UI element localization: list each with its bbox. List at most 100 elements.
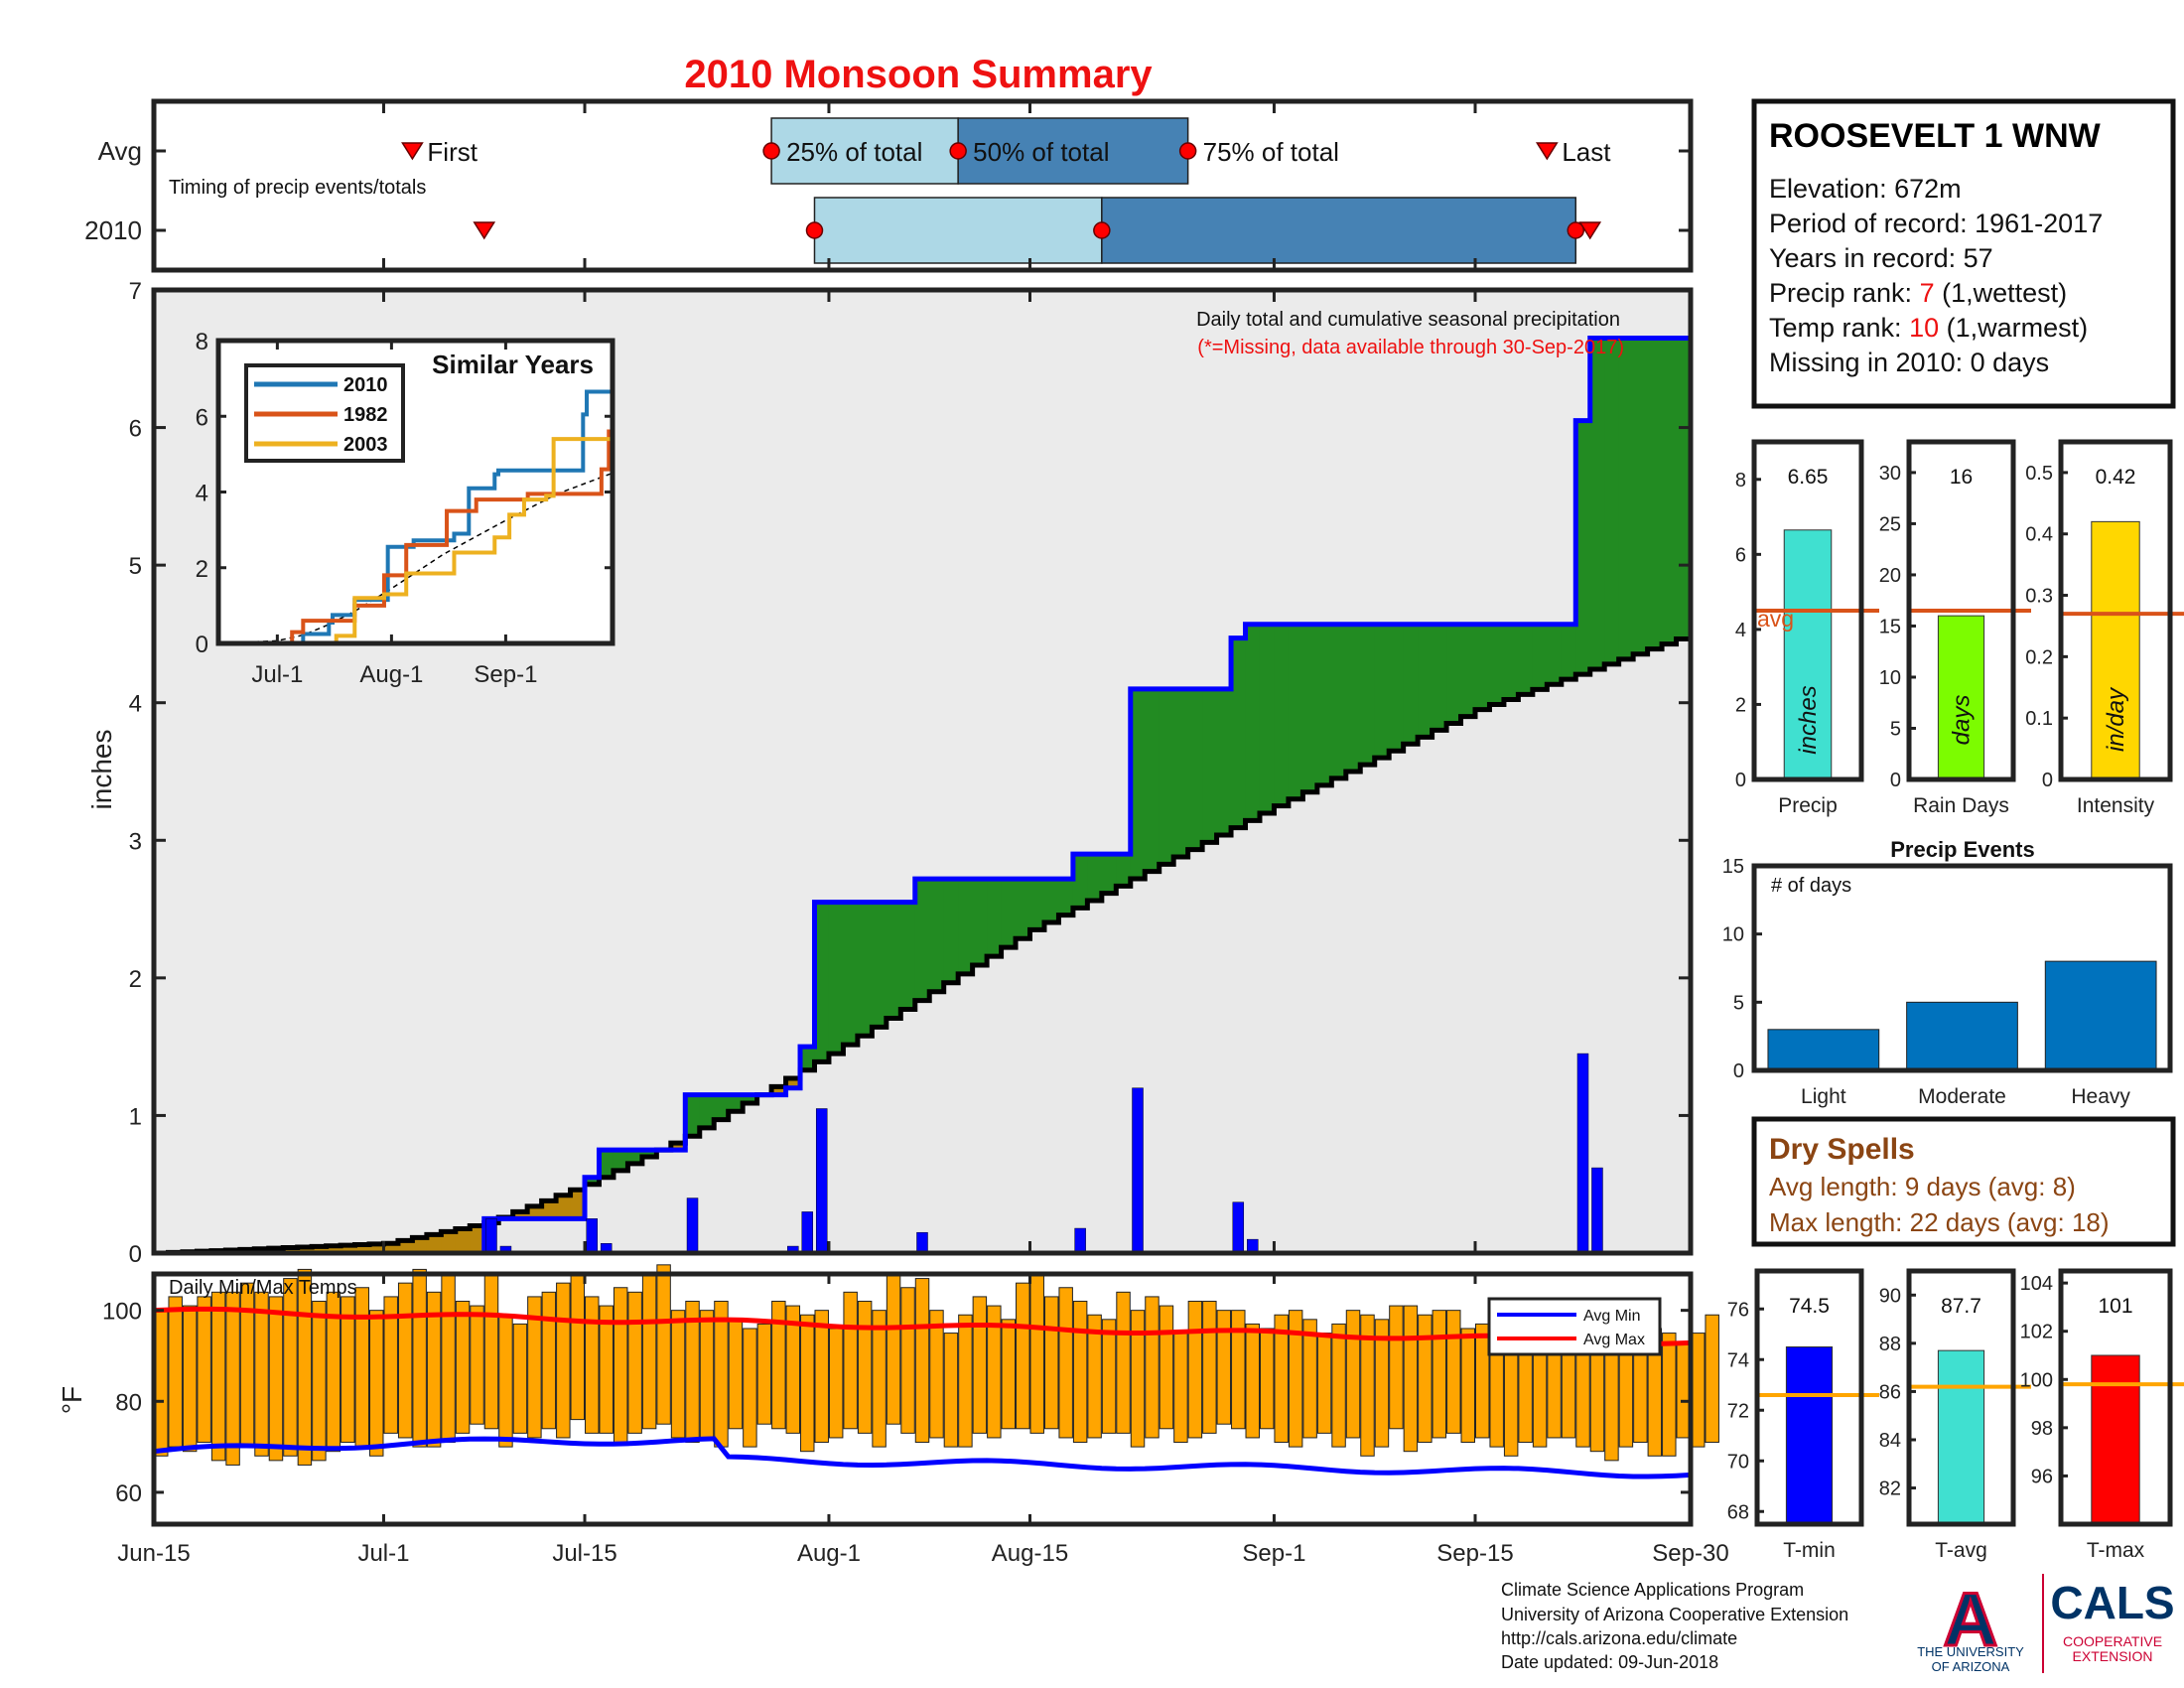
- summary-ytick-label: 5: [1890, 718, 1901, 740]
- daily-precip-bar: [485, 1218, 497, 1254]
- daily-temp-bar: [412, 1268, 427, 1448]
- daily-temp-bar: [929, 1310, 944, 1439]
- summary-ytick-label: 25: [1879, 513, 1901, 535]
- daily-precip-bar: [1591, 1167, 1603, 1254]
- timing-row-avg-label: Avg: [98, 136, 142, 166]
- daily-temp-bar: [1474, 1323, 1490, 1439]
- daily-temp-bar: [914, 1278, 930, 1444]
- summary-xlabel: Precip: [1778, 794, 1838, 817]
- daily-precip-bar: [801, 1211, 814, 1254]
- excess-segment: [1389, 624, 1405, 752]
- daily-temp-bar: [699, 1310, 715, 1439]
- station-period: Period of record: 1961-2017: [1769, 209, 2103, 238]
- inset-title: Similar Years: [432, 350, 594, 379]
- daily-temp-bar: [512, 1323, 528, 1434]
- daily-precip-bar: [815, 1108, 828, 1254]
- temps-legend-box: [1487, 1297, 1662, 1356]
- excess-segment: [1288, 624, 1303, 799]
- ua-logo-line-1: THE UNIVERSITY: [1917, 1644, 2024, 1659]
- summary-value-label: 87.7: [1941, 1295, 1981, 1318]
- daily-temp-bar: [1001, 1319, 1017, 1430]
- daily-temp-bar: [1604, 1336, 1619, 1462]
- excess-segment: [872, 902, 887, 1028]
- main-xtick-label: Jul-15: [552, 1540, 616, 1567]
- excess-segment: [1145, 688, 1160, 872]
- excess-segment: [1245, 624, 1261, 821]
- summary-ytick-label: 86: [1879, 1381, 1901, 1403]
- temps-legend-min: Avg Min: [1583, 1308, 1641, 1325]
- timing-last-label: Last: [1562, 137, 1611, 167]
- deficit-segment: [512, 1211, 528, 1219]
- summary-ytick-label: 0.4: [2025, 524, 2053, 546]
- daily-temp-bar: [483, 1273, 499, 1430]
- deficit-segment: [441, 1231, 457, 1253]
- events-ytick-label: 10: [1722, 924, 1744, 946]
- main-ytick-label: 7: [129, 278, 142, 305]
- deficit-segment: [771, 1086, 787, 1095]
- events-title: Precip Events: [1890, 837, 2035, 862]
- excess-segment: [1633, 338, 1649, 654]
- excess-segment: [886, 902, 901, 1019]
- main-xtick-label: Sep-15: [1436, 1540, 1513, 1567]
- daily-temp-bar: [641, 1273, 657, 1430]
- deficit-segment: [297, 1246, 313, 1253]
- temps-ytick-label: 60: [115, 1480, 142, 1507]
- summary-bar-t-min: [1785, 1346, 1834, 1525]
- deficit-segment: [470, 1225, 485, 1253]
- summary-xlabel: Rain Days: [1913, 794, 2009, 817]
- daily-temp-bar: [1187, 1300, 1203, 1439]
- excess-segment: [613, 1150, 629, 1171]
- summary-ytick-label: 88: [1879, 1334, 1901, 1355]
- excess-segment: [1016, 879, 1031, 939]
- daily-temp-bar: [254, 1291, 269, 1457]
- excess-segment: [1101, 854, 1117, 894]
- timing-event-marker: [1578, 221, 1602, 240]
- summary-plot-frame: [1754, 1268, 1864, 1527]
- summary-ytick-label: 0.2: [2025, 646, 2053, 668]
- daily-temp-bar: [599, 1305, 614, 1434]
- station-years: Years in record: 57: [1769, 243, 1993, 273]
- temp-rank-suffix: (1,warmest): [1939, 313, 2088, 343]
- deficit-segment: [785, 1078, 801, 1088]
- summary-bar-rain-days: [1937, 615, 1985, 780]
- daily-temp-bar: [785, 1305, 801, 1434]
- summary-plot-frame: [2058, 1268, 2173, 1527]
- inset-legend-label: 2010: [343, 374, 388, 396]
- daily-temp-bar: [1072, 1300, 1088, 1444]
- summary-ytick-label: 8: [1735, 470, 1746, 492]
- excess-segment: [1618, 338, 1634, 659]
- summary-ytick-label: 15: [1879, 616, 1901, 637]
- excess-segment: [1130, 688, 1146, 880]
- daily-temp-bar: [613, 1287, 628, 1444]
- excess-segment: [1604, 338, 1620, 664]
- daily-temp-bar: [1403, 1305, 1419, 1453]
- event-category-label: Heavy: [2071, 1085, 2130, 1108]
- excess-segment: [743, 1094, 758, 1103]
- daily-temp-bar: [283, 1278, 298, 1457]
- summary-plot-frame: [1751, 439, 1864, 782]
- excess-segment: [699, 1094, 715, 1128]
- daily-precip-bar: [916, 1231, 928, 1254]
- station-info-box: ROOSEVELT 1 WNW Elevation: 672m Period of …: [1751, 98, 2176, 409]
- deficit-segment: [426, 1234, 442, 1253]
- daily-temp-bar: [1360, 1314, 1375, 1457]
- summary-xlabel: T-min: [1783, 1539, 1836, 1562]
- excess-segment: [972, 879, 988, 965]
- inset-ytick-label: 6: [196, 404, 208, 431]
- inset-xtick-label: Aug-1: [359, 661, 423, 688]
- events-frame: [1751, 863, 2173, 1073]
- precip-rank-suffix: (1,wettest): [1935, 278, 2068, 308]
- daily-temp-bar: [814, 1310, 829, 1444]
- daily-temp-bar: [1705, 1314, 1719, 1444]
- daily-temp-bar: [1676, 1341, 1692, 1439]
- daily-temp-bar: [972, 1296, 988, 1434]
- logos: A THE UNIVERSITY OF ARIZONA CALS COOPERA…: [1917, 1574, 2175, 1674]
- excess-segment: [1561, 624, 1576, 680]
- daily-temp-bar: [268, 1296, 284, 1462]
- temp-summary-bars: 74.5 68 70 72 74 76 T-min 87.7 82 84 86 88 90 T-avg 10…: [1727, 1268, 2184, 1562]
- excess-segment: [585, 1177, 601, 1185]
- daily-temp-bar: [1316, 1333, 1332, 1434]
- excess-segment: [1575, 420, 1591, 675]
- events-ytick-label: 0: [1733, 1060, 1744, 1082]
- dry-spells-box: Dry Spells Avg length: 9 days (avg: 8) Max…: [1751, 1116, 2176, 1247]
